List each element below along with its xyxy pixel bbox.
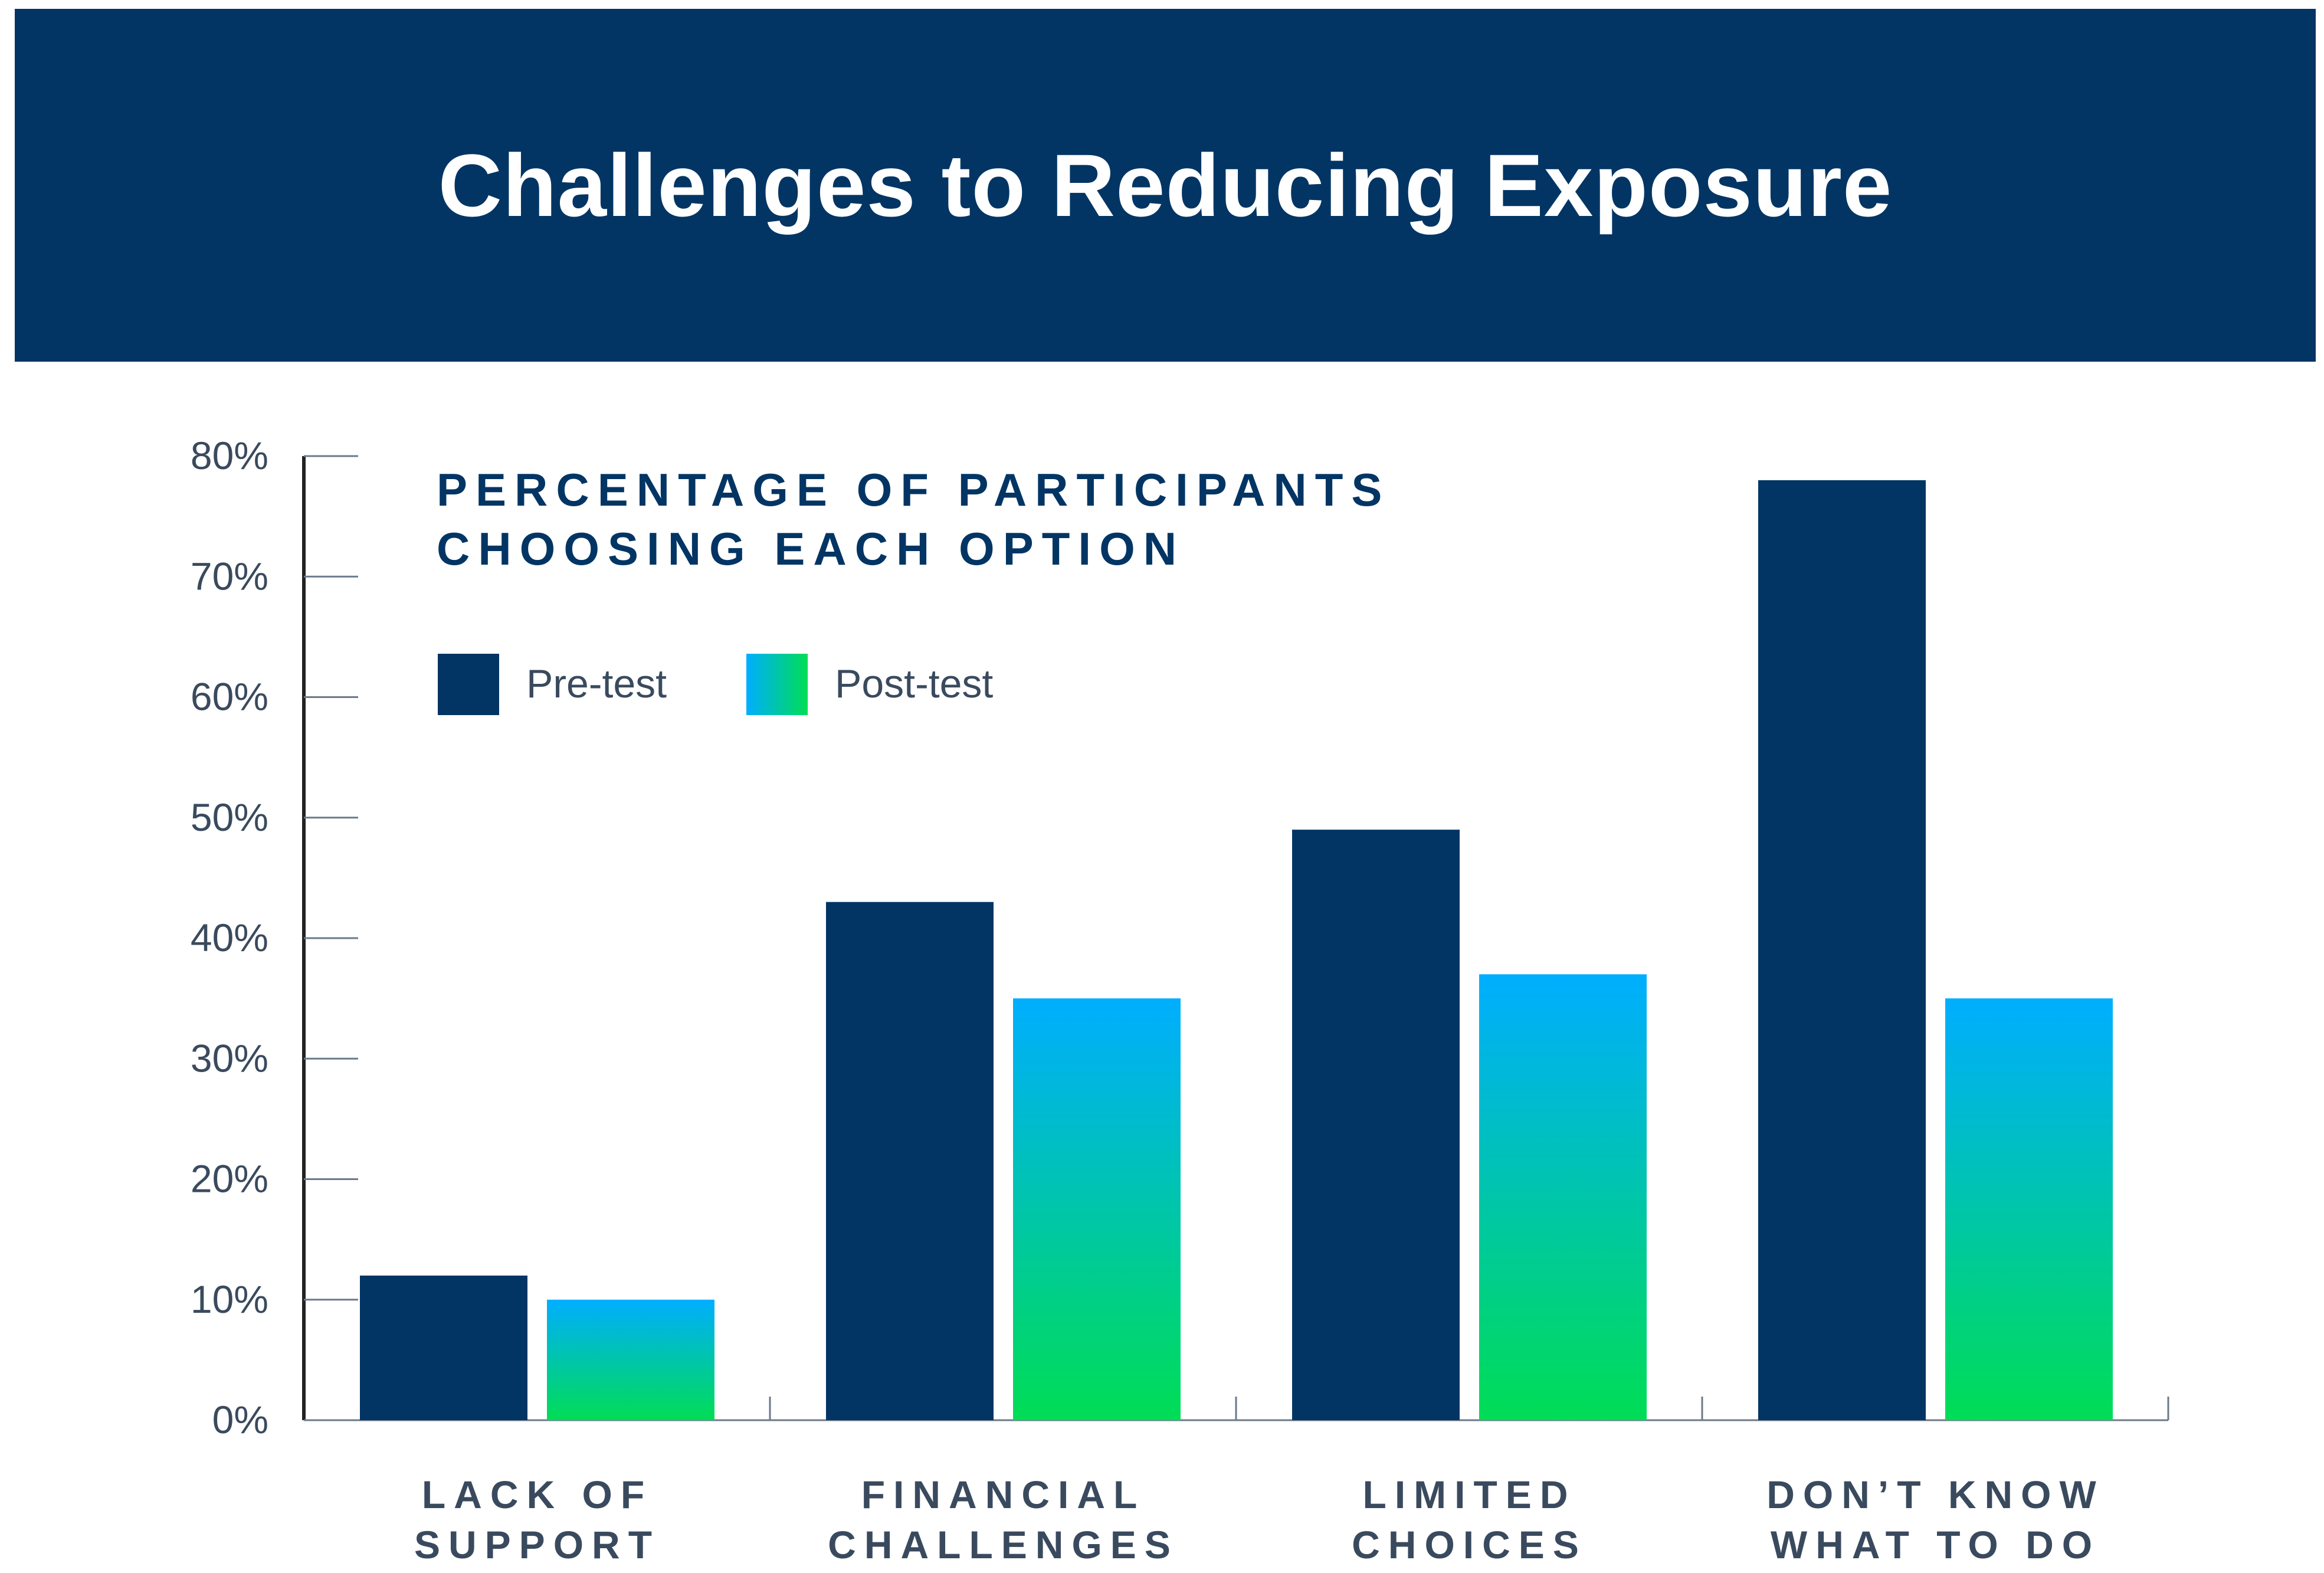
legend-swatch [438,654,499,715]
bar-post-test-2 [1013,998,1181,1420]
y-tick-label: 80% [191,434,268,477]
bar-pre-test-3 [1292,830,1460,1420]
y-tick-label: 60% [191,675,268,719]
chart-subtitle: CHOOSING EACH OPTION [437,523,1185,575]
bar-pre-test-4 [1758,480,1926,1420]
bar-post-test-4 [1945,998,2113,1420]
x-category-label: WHAT TO DO [1771,1523,2100,1567]
legend-swatch [746,654,808,715]
legend-label: Pre-test [526,661,667,706]
x-category-label: FINANCIAL [861,1473,1146,1516]
y-tick-label: 0% [212,1398,268,1441]
bar-pre-test-1 [360,1275,527,1420]
y-tick-label: 50% [191,795,268,839]
bar-post-test-3 [1479,974,1647,1420]
bar-post-test-1 [547,1299,714,1420]
x-category-label: CHALLENGES [828,1523,1179,1567]
y-tick-label: 40% [191,916,268,959]
x-category-label: SUPPORT [414,1523,660,1567]
x-category-label: DON’T KNOW [1766,1473,2105,1516]
x-category-label: CHOICES [1352,1523,1587,1567]
chart-subtitle: PERCENTAGE OF PARTICIPANTS [437,464,1390,516]
bar-pre-test-2 [826,902,994,1420]
y-tick-label: 20% [191,1157,268,1201]
y-tick-label: 30% [191,1036,268,1080]
y-tick-label: 10% [191,1277,268,1321]
y-tick-label: 70% [191,554,268,598]
x-category-label: LACK OF [422,1473,653,1516]
chart-title: Challenges to Reducing Exposure [438,135,1893,235]
x-category-label: LIMITED [1363,1473,1576,1516]
title-banner: Challenges to Reducing Exposure [15,9,2316,362]
legend-label: Post-test [835,661,993,706]
